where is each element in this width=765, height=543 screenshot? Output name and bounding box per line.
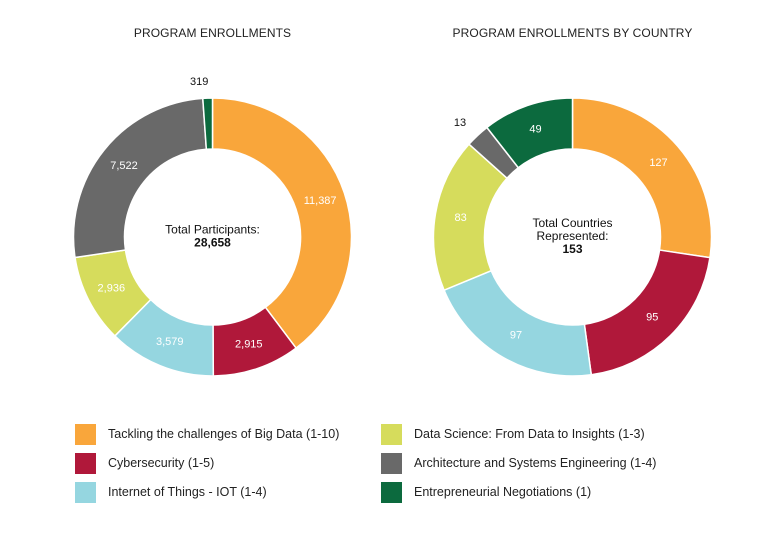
- legend-item-data-science: Data Science: From Data to Insights (1-3…: [381, 423, 645, 445]
- legend-item-iot: Internet of Things - IOT (1-4): [75, 481, 267, 503]
- slice-value-label: 319: [190, 76, 208, 88]
- legend-swatch-cybersecurity: [75, 452, 96, 474]
- slice-value-label: 3,579: [156, 336, 184, 348]
- country-slice-negotiations: [485, 97, 574, 169]
- center-label-line: Represented:: [536, 229, 608, 243]
- center-label-line: 153: [562, 242, 582, 256]
- slice-value-label: 95: [646, 312, 658, 324]
- slice-value-label: 2,915: [235, 338, 263, 350]
- slice-value-label: 97: [510, 329, 522, 341]
- enrollment-slice-negotiations: [201, 97, 214, 151]
- legend-item-negotiations: Entrepreneurial Negotiations (1): [381, 481, 591, 503]
- legend-label: Architecture and Systems Engineering (1-…: [414, 456, 657, 470]
- legend-swatch-architecture: [381, 452, 402, 474]
- slice-value-label: 11,387: [304, 195, 337, 207]
- donut-chart-enrollments: 11,387 2,915 3,579 2,936 7,522 319 Total Parti…: [72, 76, 353, 377]
- legend-label: Internet of Things - IOT (1-4): [108, 485, 267, 499]
- legend-label: Data Science: From Data to Insights (1-3…: [414, 427, 645, 441]
- center-label-line: Total Countries: [532, 216, 612, 230]
- slice-value-label: 83: [454, 212, 466, 224]
- chart-title-program-enrollments: PROGRAM ENROLLMENTS: [133, 26, 292, 40]
- enrollment-slice-big-data: [211, 97, 353, 350]
- legend-label: Cybersecurity (1-5): [108, 456, 215, 470]
- enrollment-slice-architecture: [72, 97, 208, 259]
- legend-item-architecture: Architecture and Systems Engineering (1-…: [381, 452, 656, 474]
- legend-label: Entrepreneurial Negotiations (1): [414, 485, 592, 499]
- legend-item-big-data: Tackling the challenges of Big Data (1-1…: [75, 423, 339, 445]
- center-label-line: 28,658: [194, 236, 231, 250]
- center-label-line: Total Participants:: [165, 223, 260, 237]
- legend-label: Tackling the challenges of Big Data (1-1…: [108, 427, 340, 441]
- legend-swatch-iot: [75, 481, 96, 503]
- chart-title-enrollments-by-country: PROGRAM ENROLLMENTS BY COUNTRY: [452, 26, 693, 40]
- legend-item-cybersecurity: Cybersecurity (1-5): [75, 452, 214, 474]
- country-slice-iot: [443, 269, 593, 377]
- slice-value-label: 7,522: [110, 160, 138, 172]
- slice-value-label: 13: [454, 117, 466, 129]
- country-slice-big-data: [571, 97, 713, 259]
- legend-swatch-big-data: [75, 423, 96, 445]
- donut-chart-countries: 127 95 97 83 13 49 Total CountriesRepresented:…: [432, 97, 713, 377]
- slice-value-label: 49: [529, 124, 541, 136]
- slice-value-label: 2,936: [98, 282, 126, 294]
- slice-value-label: 127: [649, 157, 667, 169]
- legend-swatch-negotiations: [381, 481, 402, 503]
- legend-swatch-data-science: [381, 423, 402, 445]
